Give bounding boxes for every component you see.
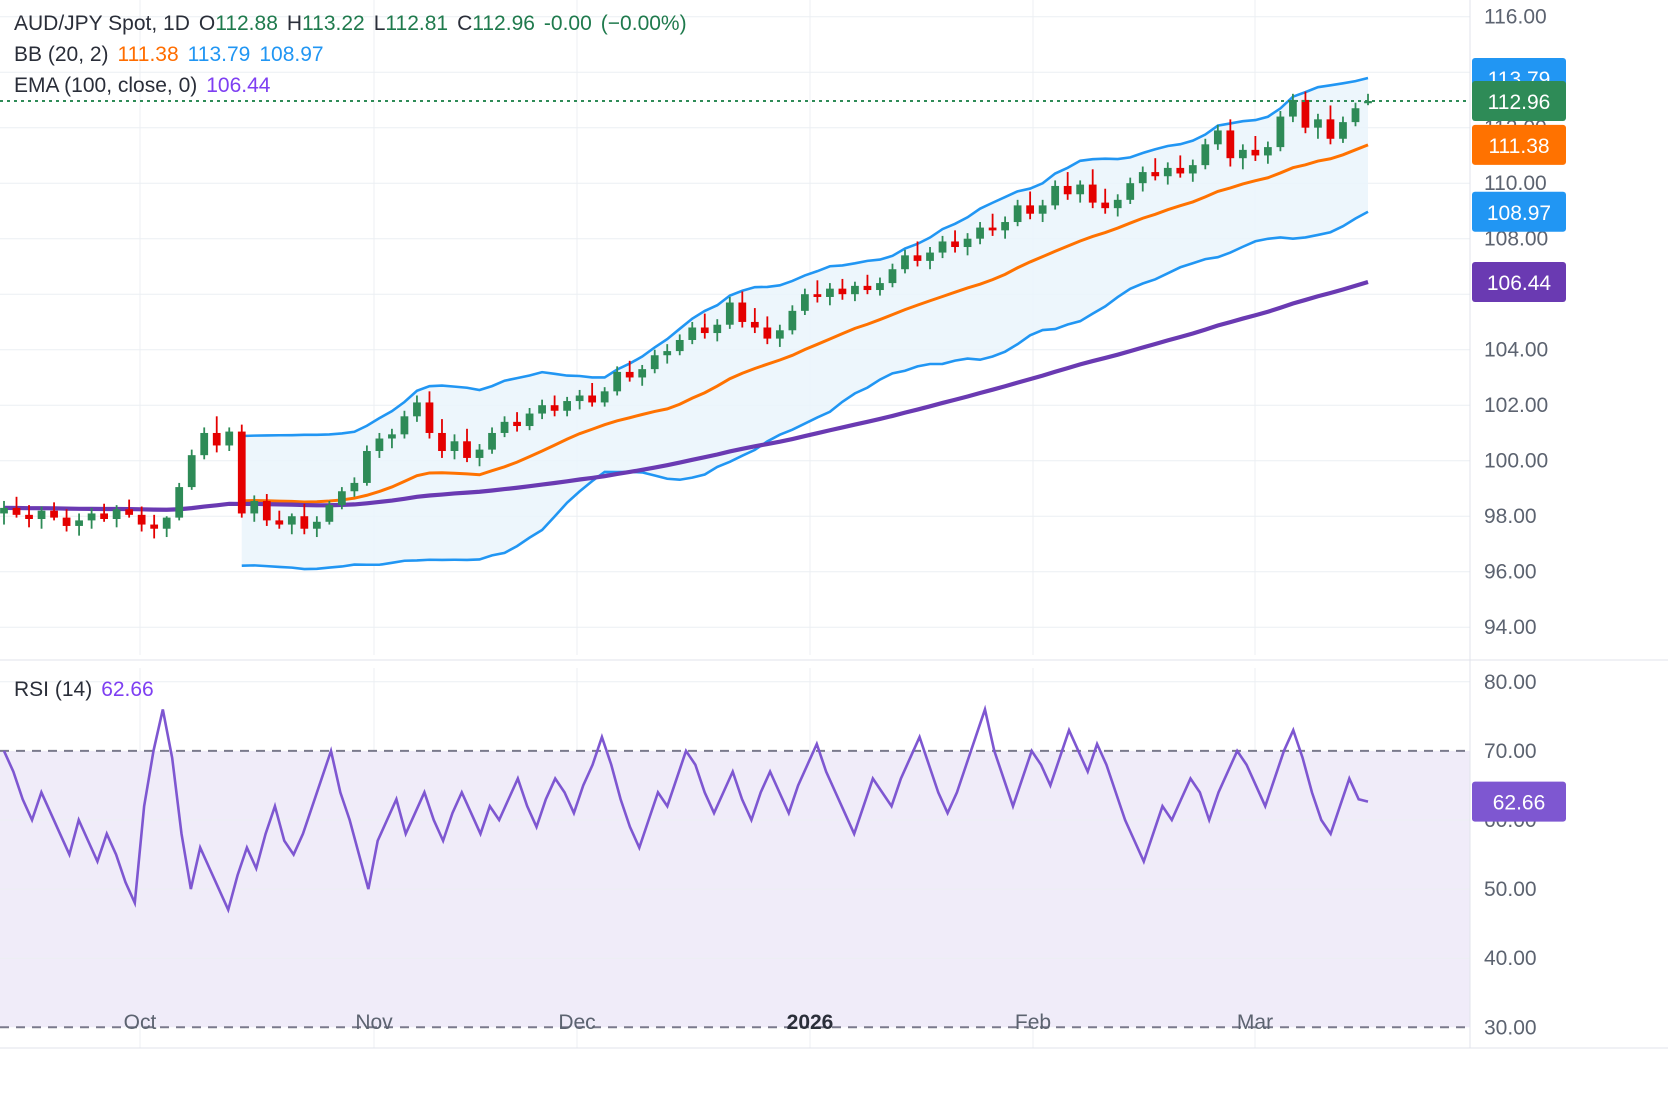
time-tick-label: Nov [355,1011,393,1034]
candlestick-series[interactable] [0,91,1372,539]
bb-lower-badge-text: 108.97 [1487,202,1551,225]
rsi-tick-label: 50.00 [1484,878,1537,901]
rsi-badge[interactable]: 62.66 [1472,781,1566,822]
time-tick-label: Oct [124,1011,157,1034]
time-tick-label: Feb [1015,1011,1051,1034]
bollinger-band-fill [241,77,1368,570]
ema-badge-text: 106.44 [1487,272,1552,295]
price-tick-label: 102.00 [1484,394,1548,417]
bb-basis-badge-text: 111.38 [1488,135,1549,158]
bb-lower-badge[interactable]: 108.97 [1472,191,1566,232]
rsi-gridlines [0,681,1470,959]
rsi-tick-label: 40.00 [1484,947,1537,970]
time-tick-label: Mar [1237,1011,1273,1034]
rsi-pane[interactable] [0,681,1470,1029]
price-tick-label: 116.00 [1484,6,1547,29]
last-close-badge[interactable]: 112.96 [1472,81,1566,121]
price-pane[interactable] [0,0,1470,1048]
price-tick-label: 100.00 [1484,450,1548,473]
rsi-tick-label: 30.00 [1484,1016,1537,1039]
price-tick-label: 104.00 [1484,339,1548,362]
price-tick-label: 110.00 [1484,172,1547,195]
price-tick-label: 96.00 [1484,561,1537,584]
time-axis-labels[interactable]: Oct Nov Dec 2026 Feb Mar [124,1011,1273,1034]
bollinger-upper-line [241,76,1369,438]
bb-basis-badge[interactable]: 111.38 [1472,124,1566,165]
last-close-badge-text: 112.96 [1488,91,1551,114]
price-tick-label: 94.00 [1484,616,1537,639]
rsi-badge-text: 62.66 [1493,792,1546,815]
time-tick-label: Dec [558,1011,595,1034]
time-tick-label: 2026 [787,1011,834,1034]
ema-line [3,279,1369,512]
rsi-line [2,704,1369,914]
rsi-tick-label: 80.00 [1484,671,1537,694]
ema-badge[interactable]: 106.44 [1472,262,1566,302]
price-tick-label: 98.00 [1484,505,1537,528]
bollinger-basis-line [241,143,1369,504]
bollinger-lower-line [241,210,1369,571]
rsi-tick-label: 70.00 [1484,740,1537,763]
price-tick-label: 108.00 [1484,228,1548,251]
